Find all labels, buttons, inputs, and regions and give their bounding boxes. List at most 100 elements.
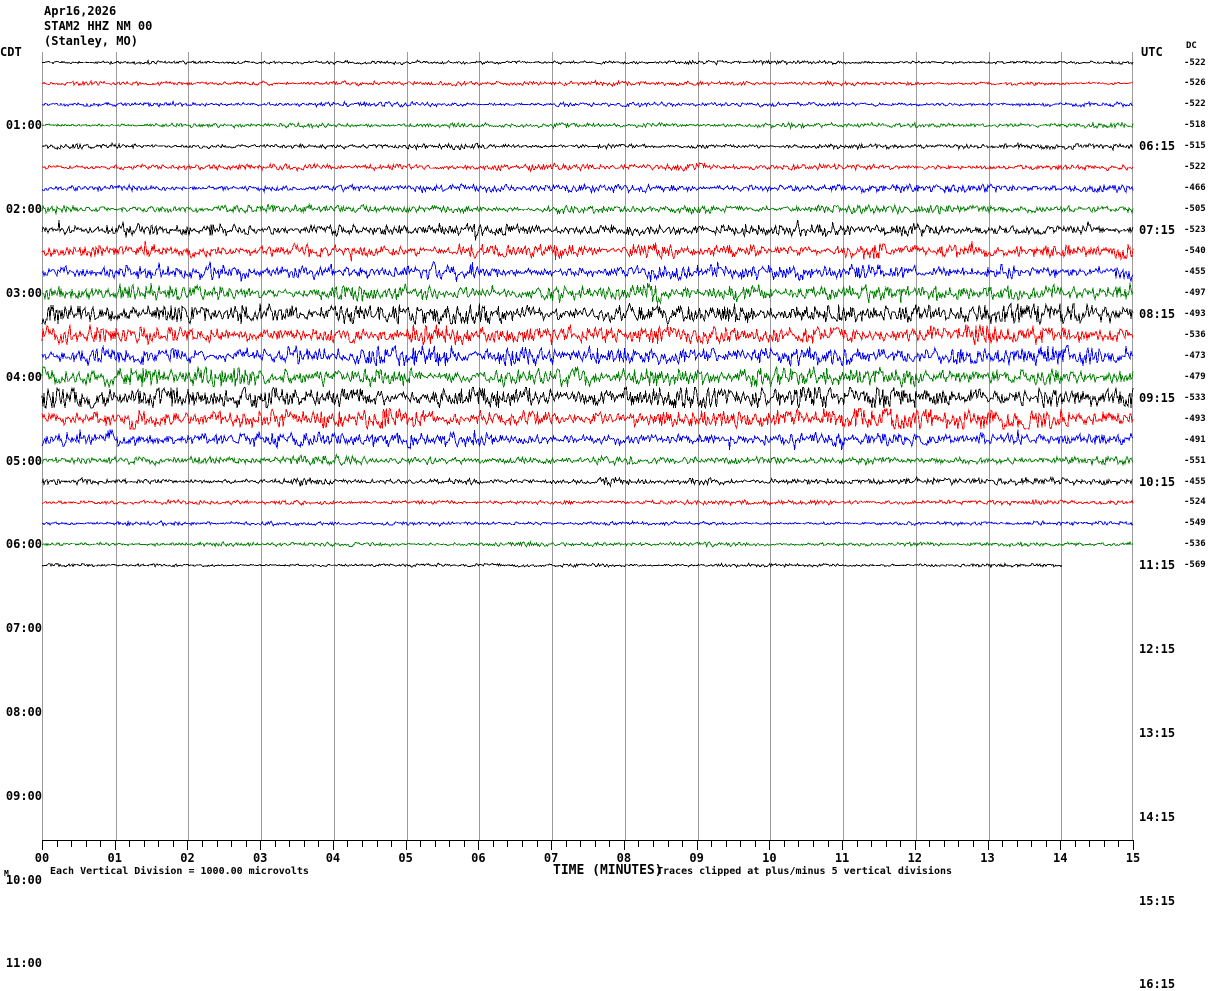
x-tick-label-00: 00 [34, 851, 50, 865]
x-tick-minor [347, 841, 349, 847]
dc-offset-label-3: -518 [1184, 120, 1206, 131]
left-time-label-0700: 07:00 [5, 621, 42, 636]
x-tick-minor [100, 841, 102, 847]
x-tick-label-03: 03 [252, 851, 268, 865]
x-tick-minor [1002, 841, 1004, 847]
header-date: Apr16,2026 [44, 4, 117, 18]
dc-offset-label-11: -497 [1184, 287, 1206, 298]
x-tick-minor [158, 841, 160, 847]
left-time-label-0500: 05:00 [5, 453, 42, 468]
x-tick-minor [216, 841, 218, 847]
x-tick-minor [434, 841, 436, 847]
x-tick-label-04: 04 [325, 851, 341, 865]
seismogram-plot-area [42, 52, 1133, 840]
dc-offset-label-21: -524 [1184, 497, 1206, 508]
x-tick-minor [231, 841, 233, 847]
x-tick-minor [740, 841, 742, 847]
x-tick-major-8 [623, 841, 625, 850]
x-tick-minor [754, 841, 756, 847]
x-tick-minor [492, 841, 494, 847]
x-tick-major-13 [987, 841, 989, 850]
header-station: STAM2 HHZ NM 00 [44, 19, 153, 33]
x-tick-minor [871, 841, 873, 847]
x-tick-label-02: 02 [180, 851, 195, 865]
x-tick-minor [682, 841, 684, 847]
x-tick-label-09: 09 [689, 851, 704, 865]
gridline-minute-5 [406, 52, 408, 840]
x-tick-minor [652, 841, 654, 847]
gridline-minute-10 [770, 52, 772, 840]
x-tick-minor [420, 841, 422, 847]
dc-offset-label-13: -536 [1184, 329, 1206, 340]
x-tick-minor [391, 841, 393, 847]
x-tick-minor [245, 841, 247, 847]
corner-mark: M [4, 869, 9, 878]
dc-offset-label-23: -536 [1184, 539, 1206, 550]
x-tick-minor [972, 841, 974, 847]
x-tick-major-5 [405, 841, 407, 850]
x-tick-major-14 [1060, 841, 1062, 850]
right-time-label-0815: 08:15 [1139, 306, 1176, 321]
left-time-label-0200: 02:00 [5, 202, 42, 217]
x-tick-label-13: 13 [980, 851, 995, 865]
x-tick-minor [1016, 841, 1018, 847]
dc-offset-label-16: -533 [1184, 392, 1206, 403]
x-tick-minor [362, 841, 364, 847]
dc-offset-label-24: -569 [1184, 560, 1206, 571]
dc-offset-label-10: -455 [1184, 267, 1206, 277]
dc-offset-label-22: -549 [1184, 518, 1206, 529]
x-tick-minor [449, 841, 451, 847]
left-time-label-0100: 01:00 [5, 118, 42, 133]
x-tick-major-4 [332, 841, 334, 850]
dc-offset-label-2: -522 [1184, 99, 1206, 110]
x-tick-minor [1045, 841, 1047, 847]
x-tick-minor [463, 841, 465, 847]
x-tick-label-11: 11 [834, 851, 850, 865]
x-tick-minor [885, 841, 887, 847]
x-tick-minor [609, 841, 611, 847]
right-time-label-1115: 11:15 [1139, 558, 1176, 573]
x-tick-minor [1118, 841, 1120, 847]
dc-axis-label: DC [1186, 41, 1197, 51]
x-tick-minor [507, 841, 509, 847]
gridline-minute-7 [552, 52, 554, 840]
x-tick-minor [289, 841, 291, 847]
x-tick-minor [827, 841, 829, 847]
x-tick-major-1 [114, 841, 116, 850]
right-time-label-1415: 14:15 [1139, 809, 1176, 824]
x-tick-minor [1103, 841, 1105, 847]
x-tick-major-10 [769, 841, 771, 850]
dc-offset-label-9: -540 [1184, 246, 1206, 257]
dc-offset-label-1: -526 [1184, 78, 1206, 89]
left-axis-label: CDT [0, 45, 22, 59]
dc-offset-label-17: -493 [1184, 413, 1206, 424]
x-tick-minor [943, 841, 945, 847]
x-tick-minor [303, 841, 305, 847]
x-tick-minor [725, 841, 727, 847]
left-time-label-1100: 11:00 [5, 956, 42, 971]
helicorder-page: Apr16,2026 STAM2 HHZ NM 00 (Stanley, MO)… [0, 4, 1206, 991]
x-tick-minor [1074, 841, 1076, 847]
plot-header: Apr16,2026 STAM2 HHZ NM 00 (Stanley, MO) [44, 4, 152, 49]
x-tick-label-07: 07 [543, 851, 559, 865]
x-tick-major-7 [551, 841, 553, 850]
x-tick-minor [812, 841, 814, 847]
dc-offset-label-15: -479 [1184, 371, 1206, 382]
x-tick-minor [129, 841, 131, 847]
x-tick-minor [667, 841, 669, 847]
dc-offset-label-8: -523 [1184, 225, 1206, 236]
x-tick-minor [580, 841, 582, 847]
gridline-minute-14 [1061, 52, 1063, 840]
x-tick-minor [376, 841, 378, 847]
dc-offset-label-0: -522 [1184, 57, 1206, 68]
x-tick-minor [202, 841, 203, 847]
x-tick-minor [143, 841, 145, 847]
x-tick-label-10: 10 [762, 851, 777, 865]
gridline-minute-3 [261, 52, 263, 840]
x-tick-minor [71, 841, 73, 847]
right-time-label-0615: 06:15 [1139, 139, 1176, 154]
scale-note: Each Vertical Division = 1000.00 microvo… [50, 866, 309, 877]
x-tick-minor [798, 841, 800, 847]
x-axis-line [42, 840, 1134, 841]
x-tick-label-12: 12 [907, 851, 923, 865]
